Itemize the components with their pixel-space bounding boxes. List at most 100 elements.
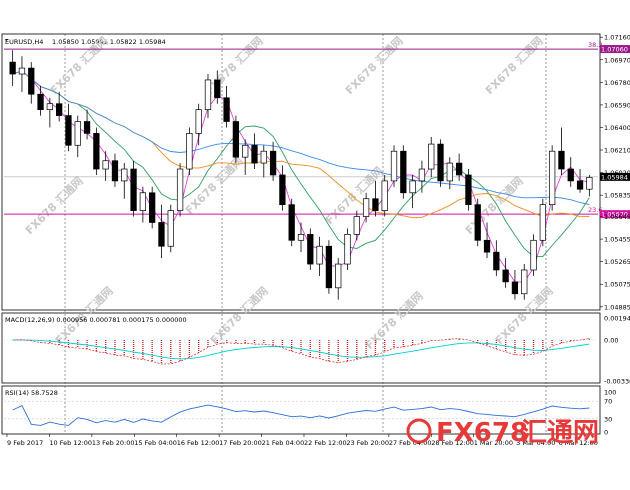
candle-body[interactable] — [74, 121, 81, 146]
price-panel[interactable] — [1, 33, 601, 311]
candle-body[interactable] — [56, 103, 63, 116]
candle-body[interactable] — [251, 144, 258, 164]
candle-body[interactable] — [223, 97, 230, 122]
candle-body[interactable] — [195, 109, 202, 134]
candle-body[interactable] — [18, 67, 26, 75]
candle-body[interactable] — [9, 61, 16, 75]
candle-body[interactable] — [549, 150, 556, 206]
rsi-line — [12, 404, 590, 426]
candle-body[interactable] — [111, 160, 119, 182]
candle-body[interactable] — [316, 245, 323, 265]
candle-body[interactable] — [139, 192, 147, 211]
candle-body[interactable] — [409, 180, 416, 194]
candle-body[interactable] — [297, 234, 305, 241]
level-price-tag — [600, 45, 630, 54]
rsi-tick-label: 100 — [604, 389, 616, 397]
candle-body[interactable] — [102, 160, 109, 170]
candle-body[interactable] — [260, 150, 267, 164]
candle-body[interactable] — [493, 251, 500, 271]
candle-body[interactable] — [279, 174, 286, 206]
candle-body[interactable] — [28, 67, 35, 95]
candle-body[interactable] — [167, 210, 174, 247]
candle-body[interactable] — [586, 176, 593, 190]
candle-body[interactable] — [437, 143, 444, 182]
brand-circle-icon — [406, 418, 432, 444]
rsi-tick-label: 0 — [604, 429, 608, 437]
time-tick-label: 3 Mar 04:00 — [516, 439, 555, 447]
candle-body[interactable] — [502, 269, 509, 283]
candle-body[interactable] — [232, 121, 240, 158]
price-tick-label: 1.05455 — [604, 236, 630, 244]
candle-body[interactable] — [121, 168, 128, 182]
candle-body[interactable] — [344, 234, 351, 265]
time-tick-label: 22 Feb 12:00 — [304, 439, 347, 447]
candle-body[interactable] — [455, 162, 463, 176]
candle-body[interactable] — [511, 281, 519, 295]
candle-body[interactable] — [46, 103, 53, 110]
brand-cn: 汇通网 — [521, 418, 599, 448]
candle-body[interactable] — [400, 150, 407, 194]
macd-tick-label: -0.003301 — [604, 378, 630, 386]
candle-body[interactable] — [530, 239, 537, 271]
price-tick-label: 1.05835 — [604, 192, 630, 200]
time-axis: 9 Feb 2017 10 Feb 12:00 13 Feb 20:00 15 Feb… — [6, 434, 598, 447]
candle-body[interactable] — [474, 204, 481, 241]
rsi-indicator — [4, 400, 598, 426]
candle-body[interactable] — [186, 133, 193, 170]
current-price-tag — [600, 172, 630, 181]
candle-body[interactable] — [83, 121, 91, 134]
time-tick-label: 21 Feb 04:00 — [262, 439, 305, 447]
candle-body[interactable] — [93, 133, 100, 170]
candle-body[interactable] — [567, 168, 574, 182]
dropdown-triangle-icon — [5, 39, 8, 41]
candle-body[interactable] — [390, 150, 398, 182]
candle-body[interactable] — [335, 263, 342, 289]
time-tick-label: 15 Feb 04:00 — [134, 439, 177, 447]
time-tick-label: 10 Feb 12:00 — [49, 439, 92, 447]
candle-body[interactable] — [362, 198, 370, 217]
candle-body[interactable] — [130, 168, 137, 211]
candlesticks[interactable] — [9, 50, 593, 300]
price-tick-label: 1.07160 — [604, 34, 630, 42]
candle-body[interactable] — [539, 204, 546, 241]
candle-body[interactable] — [483, 239, 491, 253]
brand-logo: FX678 汇通网 — [406, 418, 599, 448]
candle-body[interactable] — [204, 79, 212, 110]
horizontal-levels[interactable]: 38.21.07060 23.61.05670 1.05984 — [4, 41, 630, 219]
time-tick-label: 23 Feb 20:00 — [346, 439, 389, 447]
level-price-tag — [600, 210, 630, 219]
candle-body[interactable] — [372, 198, 379, 211]
price-axis: 1.07160 1.06970 1.06780 1.06590 1.06400 1.062… — [600, 34, 630, 437]
current-price-label: 1.05984 — [601, 173, 628, 181]
candle-body[interactable] — [307, 234, 314, 265]
macd-signal-line — [12, 339, 590, 360]
candle-body[interactable] — [158, 222, 165, 247]
candle-body[interactable] — [242, 144, 249, 158]
candle-body[interactable] — [521, 269, 528, 295]
price-tick-label: 1.06590 — [604, 101, 630, 109]
time-tick-label: 16 Feb 12:00 — [177, 439, 220, 447]
candle-body[interactable] — [558, 150, 565, 170]
price-tick-label: 1.06400 — [604, 124, 630, 132]
candle-body[interactable] — [418, 168, 426, 182]
candle-body[interactable] — [214, 79, 221, 99]
candle-body[interactable] — [353, 216, 360, 235]
candle-body[interactable] — [576, 180, 584, 190]
candle-body[interactable] — [149, 192, 156, 223]
time-tick-label: 13 Feb 20:00 — [92, 439, 135, 447]
candle-body[interactable] — [465, 174, 472, 206]
candle-body[interactable] — [325, 245, 333, 289]
rsi-panel[interactable] — [1, 385, 601, 435]
candle-body[interactable] — [288, 204, 295, 241]
candle-body[interactable] — [381, 180, 388, 211]
fib-label: 23.6 — [588, 206, 602, 214]
candle-body[interactable] — [65, 115, 72, 146]
candle-body[interactable] — [446, 162, 453, 182]
candle-body[interactable] — [428, 143, 435, 170]
candle-body[interactable] — [37, 93, 44, 110]
macd-tick-label: 0.00 — [604, 337, 618, 345]
ma-green-line — [12, 70, 590, 258]
candle-body[interactable] — [176, 168, 184, 211]
candle-body[interactable] — [269, 150, 277, 176]
